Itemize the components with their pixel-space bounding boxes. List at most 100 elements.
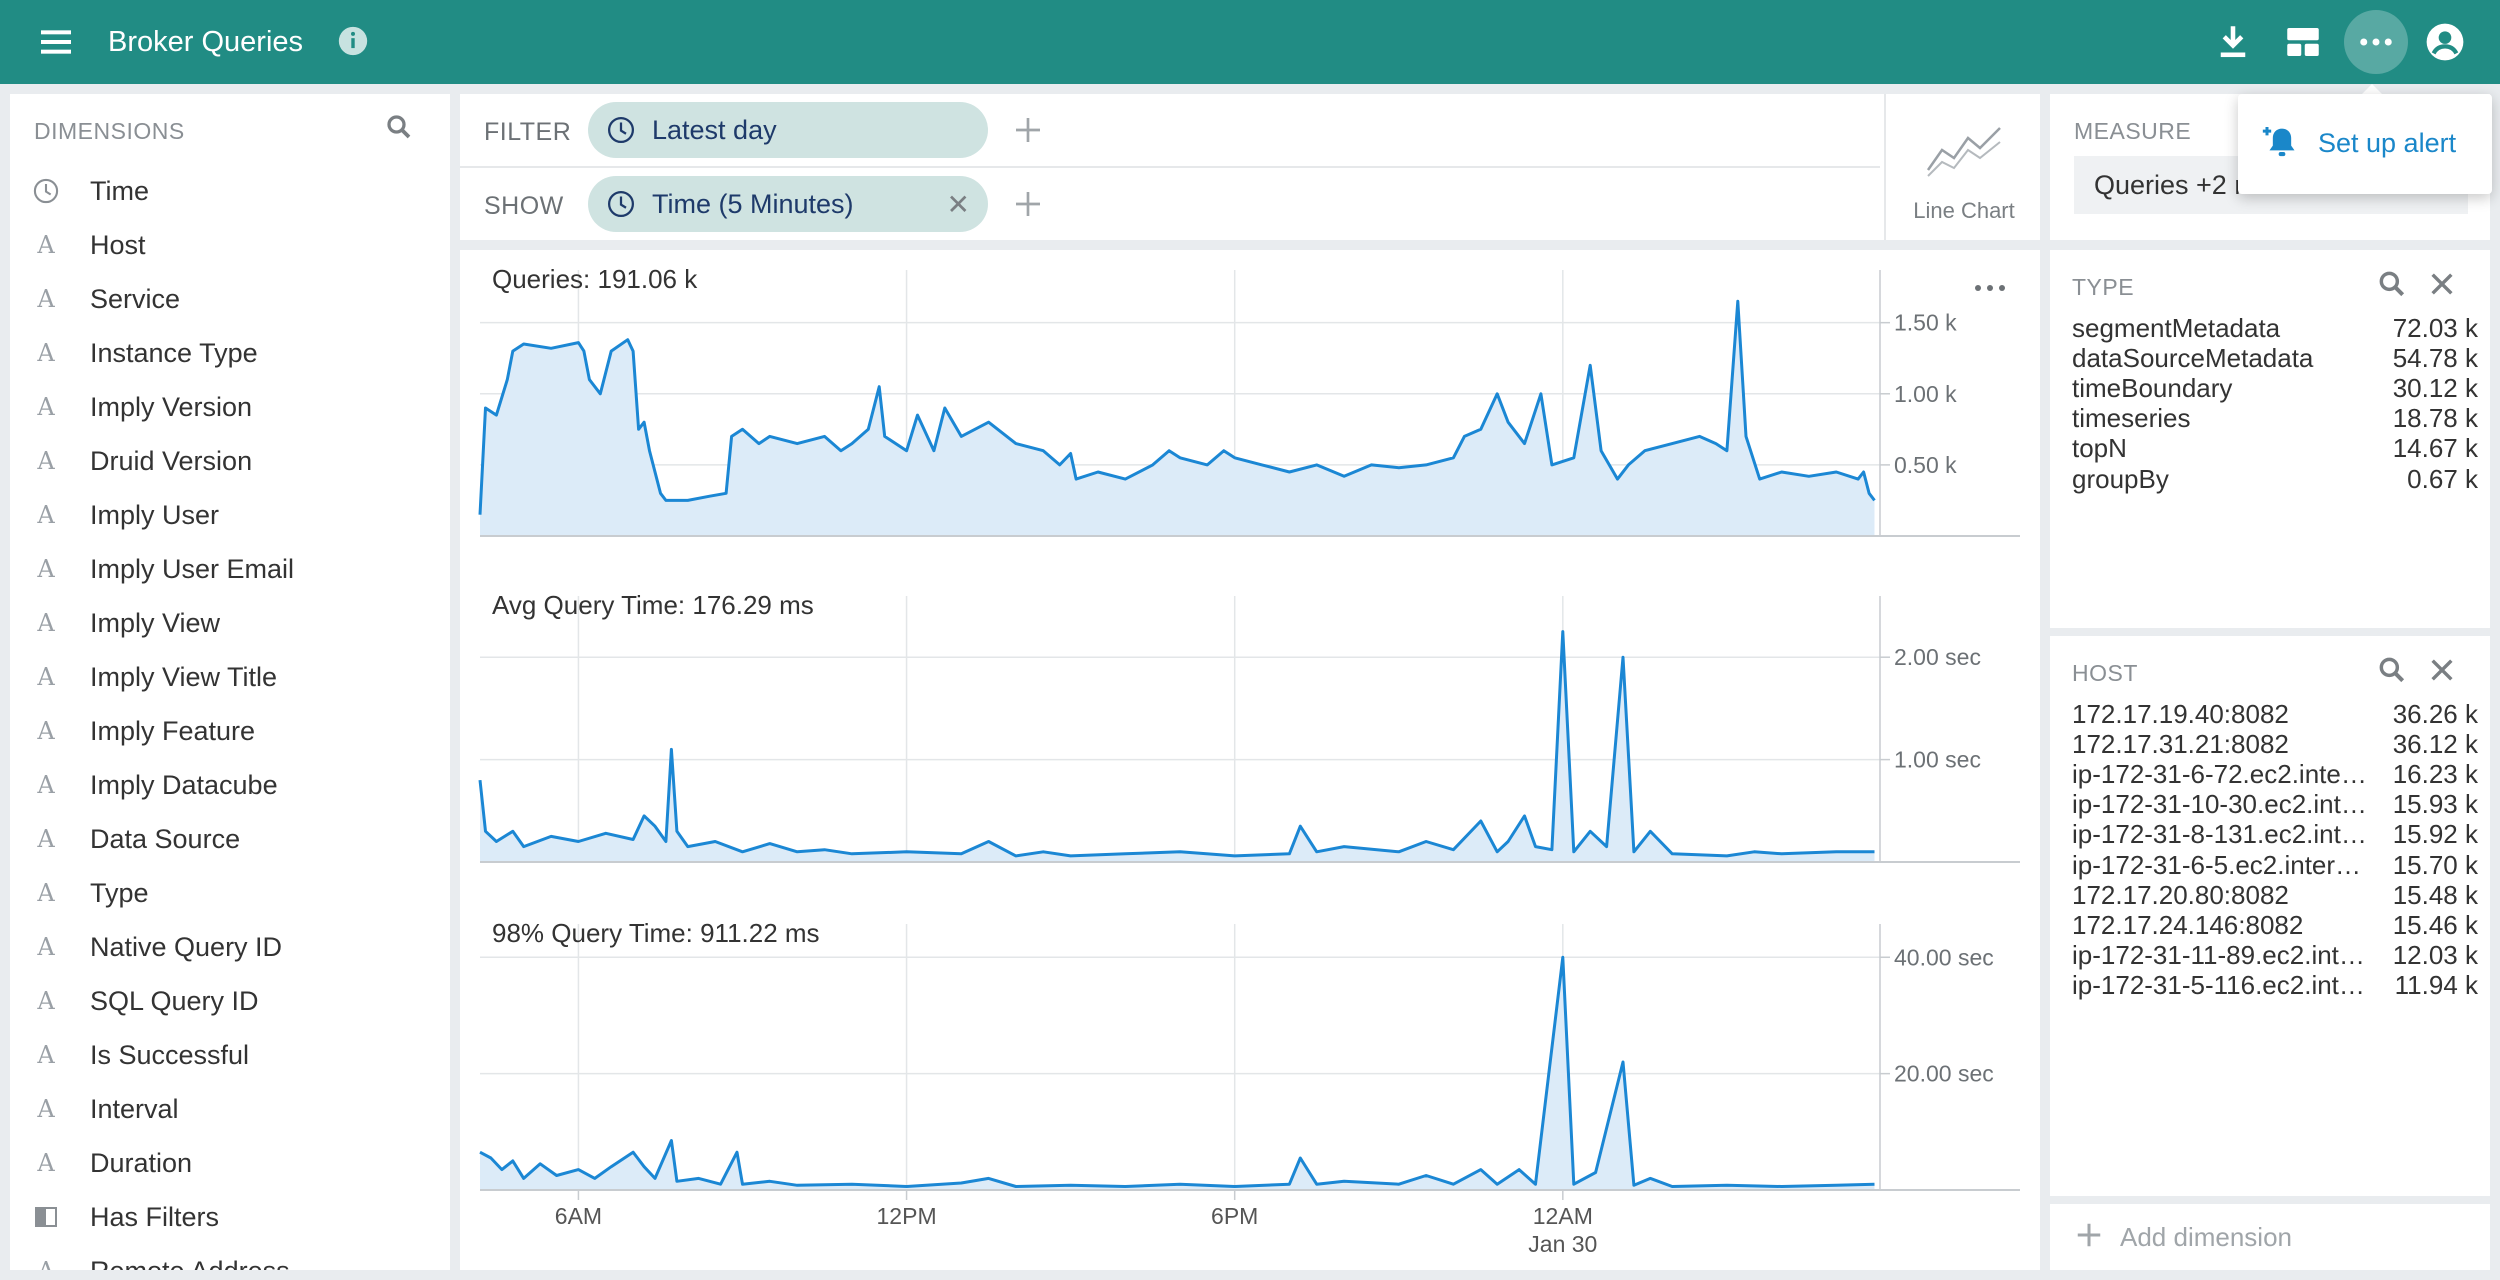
dimension-item[interactable]: A Data Source: [32, 812, 432, 866]
dimension-list-viewport[interactable]: Time A Host A Service A Instance Type A Imply Ve…: [10, 94, 450, 1270]
close-icon[interactable]: [2426, 654, 2458, 686]
dimension-item[interactable]: A Imply Feature: [32, 704, 432, 758]
dimension-item[interactable]: Has Filters: [32, 1190, 432, 1244]
visualization-selector[interactable]: Line Chart: [1888, 94, 2040, 240]
search-icon[interactable]: [384, 112, 414, 142]
series-area: [480, 957, 1875, 1190]
dimension-item[interactable]: A Host: [32, 218, 432, 272]
dimension-item[interactable]: A Imply Version: [32, 380, 432, 434]
set-up-alert-label: Set up alert: [2318, 128, 2457, 158]
divider: [460, 166, 1880, 168]
dimension-label: Type: [90, 877, 149, 908]
split-key: ip-172-31-5-116.ec2.internal:8082: [2072, 970, 2372, 1001]
dimension-item[interactable]: A Imply Datacube: [32, 758, 432, 812]
chart-more-icon[interactable]: [1972, 276, 2008, 300]
split-value: 30.12 k: [2392, 372, 2478, 403]
chart-2: 1.00 sec 2.00 sec Avg Query Time: 176.29 m…: [478, 590, 2020, 863]
download-icon[interactable]: [2212, 21, 2254, 63]
split-row[interactable]: 172.17.31.21:8082 36.12 k: [2072, 720, 2478, 768]
dimension-label: Host: [90, 229, 146, 260]
split-row[interactable]: 172.17.19.40:8082 36.26 k: [2072, 690, 2478, 738]
split-row[interactable]: 172.17.20.80:8082 15.48 k: [2072, 871, 2478, 919]
dimension-item[interactable]: A Type: [32, 866, 432, 920]
dimension-label: Druid Version: [90, 445, 253, 476]
split-row[interactable]: dataSourceMetadata 54.78 k: [2072, 334, 2478, 382]
dimension-item[interactable]: A Imply View Title: [32, 650, 432, 704]
chart-title: 98% Query Time: 911.22 ms: [492, 918, 820, 948]
series-area: [480, 301, 1875, 536]
series-line: [478, 299, 1876, 515]
string-icon: A: [37, 1095, 55, 1123]
dimension-label: Is Successful: [90, 1039, 250, 1070]
show-pill-label: Time (5 Minutes): [652, 188, 854, 219]
measure-header: MEASURE: [2074, 118, 2192, 144]
dimension-item[interactable]: A SQL Query ID: [32, 974, 432, 1028]
split-row[interactable]: segmentMetadata 72.03 k: [2072, 304, 2478, 352]
search-icon[interactable]: [2376, 654, 2408, 686]
search-icon[interactable]: [2376, 268, 2408, 300]
close-icon[interactable]: [2426, 268, 2458, 300]
split-row[interactable]: ip-172-31-6-72.ec2.internal:808216.23 k: [2072, 750, 2478, 798]
set-up-alert-menu-item[interactable]: Set up alert: [2238, 94, 2492, 194]
dimension-label: Imply User Email: [90, 553, 295, 584]
x-tick-label: 6PM: [1211, 1203, 1258, 1229]
add-filter-plus-icon[interactable]: [1012, 114, 1044, 146]
series-line: [478, 630, 1875, 858]
dimension-item[interactable]: A Imply View: [32, 596, 432, 650]
dimension-list: Time A Host A Service A Instance Type A Imply Ve…: [32, 164, 432, 1270]
dimension-item[interactable]: A Interval: [32, 1082, 432, 1136]
split-row[interactable]: ip-172-31-5-116.ec2.internal:8082 11.94 k: [2072, 962, 2478, 1010]
dimension-item[interactable]: A Duration: [32, 1136, 432, 1190]
split-value: 15.48 k: [2392, 879, 2478, 910]
info-icon[interactable]: [336, 24, 370, 58]
show-pill-time[interactable]: Time (5 Minutes) ✕: [588, 176, 988, 232]
split-row[interactable]: topN 14.67 k: [2072, 425, 2478, 473]
dimension-item[interactable]: A Druid Version: [32, 434, 432, 488]
split-row[interactable]: 172.17.24.146:8082 15.46 k: [2072, 901, 2478, 949]
split-row[interactable]: timeBoundary 30.12 k: [2072, 364, 2478, 412]
more-horizontal-icon[interactable]: [2355, 21, 2397, 63]
string-icon: A: [37, 717, 55, 745]
dimension-item[interactable]: A Service: [32, 272, 432, 326]
y-tick-label: 1.00 sec: [1894, 747, 1981, 773]
chart-3: 20.00 sec 40.00 sec 98% Query Time: 911.22…: [479, 918, 2020, 1257]
split-value: 36.12 k: [2392, 728, 2478, 759]
dimension-label: Imply Version: [90, 391, 253, 422]
add-split-plus-icon[interactable]: [1012, 188, 1044, 220]
visualization-label: Line Chart: [1913, 198, 2015, 223]
show-label: SHOW: [484, 192, 564, 220]
add-dimension-button[interactable]: Add dimension: [2050, 1204, 2490, 1270]
string-icon: A: [37, 609, 55, 637]
clock-icon: [608, 191, 634, 217]
host-split-panel: HOST 172.17.19.40:8082 36.26 k 172.17.31.2…: [2050, 636, 2490, 1196]
layout-icon[interactable]: [2282, 21, 2324, 63]
string-icon: A: [37, 987, 55, 1015]
string-icon: A: [37, 339, 55, 367]
split-value: 36.26 k: [2392, 698, 2478, 729]
dimension-item[interactable]: A Native Query ID: [32, 920, 432, 974]
split-value: 12.03 k: [2392, 940, 2478, 971]
dimension-item[interactable]: A Remote Address: [32, 1244, 432, 1271]
dimension-label: SQL Query ID: [90, 985, 259, 1016]
app-title: Broker Queries: [108, 26, 304, 58]
dimension-item[interactable]: A Imply User: [32, 488, 432, 542]
filter-pill-time[interactable]: Latest day: [588, 102, 988, 158]
dimension-item[interactable]: A Instance Type: [32, 326, 432, 380]
host-header: HOST: [2072, 660, 2138, 686]
menu-icon[interactable]: [36, 22, 76, 62]
split-row[interactable]: timeseries 18.78 k: [2072, 395, 2478, 443]
user-account-icon[interactable]: [2424, 21, 2466, 63]
dimension-item[interactable]: A Is Successful: [32, 1028, 432, 1082]
dimension-item[interactable]: A Imply User Email: [32, 542, 432, 596]
add-dimension-label: Add dimension: [2120, 1222, 2292, 1252]
split-row[interactable]: groupBy 0.67 k: [2072, 455, 2478, 503]
remove-split-close-icon[interactable]: ✕: [946, 189, 970, 220]
chart-title: Avg Query Time: 176.29 ms: [492, 590, 814, 620]
split-value: 11.94 k: [2394, 970, 2478, 1001]
dimension-item[interactable]: Time: [32, 164, 432, 218]
split-value: 15.93 k: [2392, 789, 2478, 820]
split-row[interactable]: ip-172-31-11-89.ec2.internal:808212.03 k: [2072, 932, 2478, 980]
